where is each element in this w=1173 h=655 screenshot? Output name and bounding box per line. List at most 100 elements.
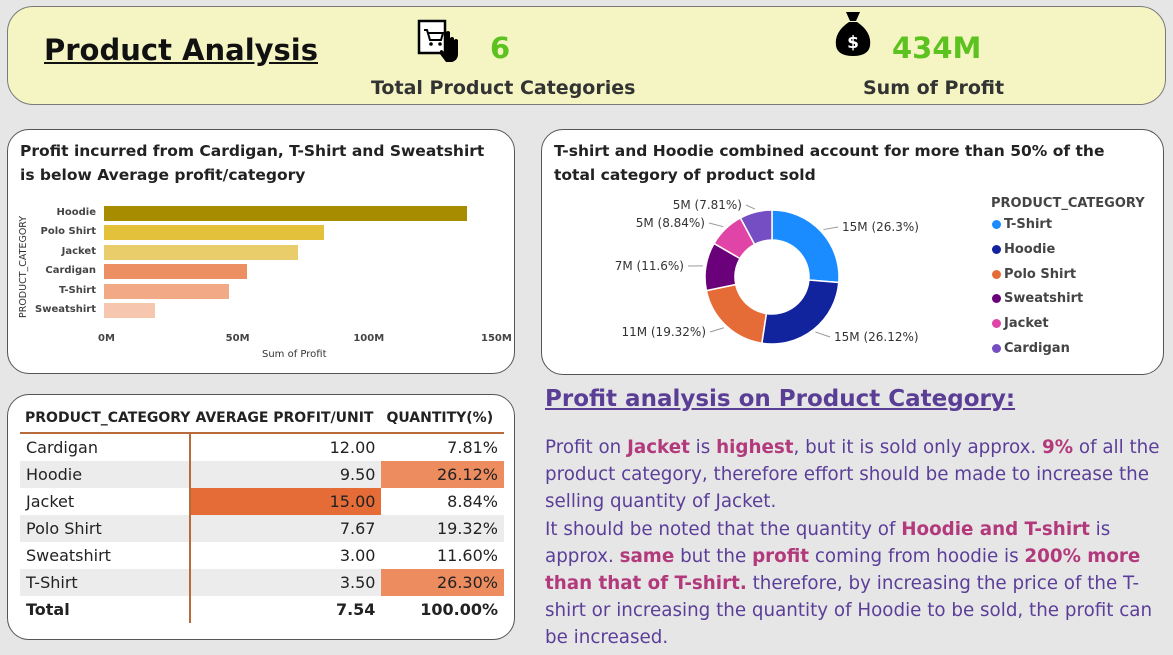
cell-average-profit: 15.00: [189, 488, 382, 515]
cell-total-quantity: 100.00%: [420, 600, 498, 619]
table-row[interactable]: Hoodie 9.50 26.12%: [20, 461, 504, 488]
legend-label: Sweatshirt: [1004, 291, 1084, 307]
legend-item-jacket[interactable]: Jacket: [992, 316, 1049, 331]
analysis-title: Profit analysis on Product Category:: [545, 386, 1016, 412]
body-text: therefore, by increasing the price of th…: [545, 573, 1153, 649]
cell-total-label: Total: [26, 600, 70, 619]
analysis-text: Profit on Jacket is highest, but it is s…: [545, 434, 1160, 652]
donut-data-label: 15M (26.3%): [842, 220, 919, 234]
legend-item-hoodie[interactable]: Hoodie: [992, 242, 1055, 257]
cell-category: Cardigan: [26, 438, 98, 457]
donut-data-label: 5M (8.84%): [636, 216, 705, 230]
profit-table: PRODUCT_CATEGORY AVERAGE PROFIT/UNIT QUA…: [20, 404, 504, 623]
cell-quantity: 26.12%: [381, 461, 504, 488]
donut-leader-line: [745, 204, 756, 210]
donut-slice-polo-shirt[interactable]: [705, 283, 768, 345]
legend-label: T-Shirt: [1004, 217, 1053, 232]
body-text: coming from hoodie is: [809, 545, 1025, 567]
legend-label: Cardigan: [1004, 341, 1070, 356]
highlighted-text: Jacket: [627, 437, 690, 458]
legend-dot-icon: [992, 244, 1001, 254]
donut-data-label: 11M (19.32%): [621, 325, 706, 339]
bar-category-label: Cardigan: [45, 265, 96, 277]
legend-item-cardigan[interactable]: Cardigan: [992, 341, 1070, 356]
highlighted-text: profit: [752, 545, 810, 567]
cell-average-profit: 12.00: [189, 433, 382, 461]
donut-data-label: 7M (11.6%): [615, 259, 684, 273]
donut-leader-line: [709, 327, 724, 333]
highlighted-text: Hoodie and T-shirt: [901, 518, 1090, 540]
donut-slice-hoodie[interactable]: [760, 279, 840, 345]
cell-quantity: 11.60%: [436, 546, 498, 565]
body-text: It should be noted that the quantity of: [545, 518, 902, 540]
page-title: Product Analysis: [44, 33, 318, 67]
table-row[interactable]: T-Shirt 3.50 26.30%: [20, 569, 504, 596]
table-row[interactable]: Polo Shirt 7.67 19.32%: [20, 515, 504, 542]
legend-item-sweatshirt[interactable]: Sweatshirt: [992, 291, 1083, 306]
money-bag-icon: $: [832, 8, 874, 60]
bar-category-label: Polo Shirt: [40, 226, 96, 238]
legend-item-polo-shirt[interactable]: Polo Shirt: [992, 267, 1076, 282]
svg-text:$: $: [847, 33, 859, 53]
bar-cardigan[interactable]: [104, 264, 247, 280]
body-text: , but it is sold only approx.: [793, 437, 1043, 458]
bar-chart-title: Profit incurred from Cardigan, T-Shirt a…: [20, 142, 485, 184]
table-row[interactable]: Sweatshirt 3.00 11.60%: [20, 542, 504, 569]
analysis-paragraph-2: It should be noted that the quantity of …: [545, 516, 1160, 652]
cell-average-profit: 9.50: [189, 461, 382, 488]
legend-label: Hoodie: [1004, 241, 1056, 257]
header-banner: [7, 6, 1166, 105]
donut-leader-line: [708, 222, 724, 228]
sum-profit-value: 434M: [892, 31, 982, 65]
bar-sweatshirt[interactable]: [104, 303, 156, 318]
sum-profit-label: Sum of Profit: [863, 77, 1005, 99]
body-text: but the: [674, 545, 753, 567]
bar-x-tick: 150M: [481, 333, 512, 344]
legend-dot-icon: [992, 319, 1001, 329]
cell-category: T-Shirt: [20, 569, 191, 596]
legend-dot-icon: [992, 294, 1001, 304]
body-text: of all the product category, therefore e…: [545, 437, 1160, 513]
bar-category-label: Jacket: [61, 245, 96, 257]
table-row[interactable]: Cardigan 12.00 7.81%: [20, 433, 504, 461]
cell-quantity: 7.81%: [447, 438, 498, 457]
cell-category: Jacket: [26, 492, 75, 511]
cell-average-profit: 3.00: [189, 542, 382, 569]
legend-title: PRODUCT_CATEGORY: [991, 196, 1145, 211]
cell-total-average: 7.54: [189, 596, 382, 623]
donut-slice-cardigan[interactable]: [739, 209, 773, 246]
table-row[interactable]: Jacket 15.00 8.84%: [20, 488, 504, 515]
cell-average-profit: 7.67: [189, 515, 382, 542]
donut-slice-t-shirt[interactable]: [771, 209, 840, 284]
column-header[interactable]: QUANTITY(%): [381, 404, 504, 434]
bar-t-shirt[interactable]: [104, 283, 230, 299]
cell-quantity: 8.84%: [447, 492, 498, 511]
bar-polo-shirt[interactable]: [104, 225, 324, 241]
total-categories-label: Total Product Categories: [371, 77, 636, 99]
legend-item-t-shirt[interactable]: T-Shirt: [992, 217, 1052, 232]
highlighted-text: 200% more than that of T-shirt.: [545, 545, 1141, 595]
cell-average-profit: 3.50: [189, 569, 382, 596]
bar-x-tick: 0M: [98, 333, 115, 344]
legend-label: Jacket: [1004, 316, 1049, 332]
shopping-cart-hand-icon: [416, 18, 462, 66]
bar-x-tick: 50M: [225, 333, 250, 344]
bar-hoodie[interactable]: [104, 206, 467, 221]
legend-dot-icon: [992, 344, 1001, 353]
column-header[interactable]: PRODUCT_CATEGORY: [20, 404, 191, 434]
bar-category-label: T-Shirt: [59, 284, 96, 296]
total-categories-value: 6: [490, 31, 511, 65]
highlighted-text: 9%: [1042, 437, 1074, 458]
legend-label: Polo Shirt: [1004, 266, 1077, 282]
donut-data-label: 5M (7.81%): [673, 198, 742, 212]
donut-chart-title: T-shirt and Hoodie combined account for …: [554, 142, 1105, 184]
cell-category: Hoodie: [20, 461, 191, 488]
cell-quantity: 26.30%: [381, 569, 504, 596]
bar-jacket[interactable]: [104, 244, 299, 260]
donut-data-label: 15M (26.12%): [834, 330, 919, 344]
bar-category-label: Sweatshirt: [35, 304, 96, 315]
donut-leader-line: [823, 226, 839, 231]
column-header[interactable]: AVERAGE PROFIT/UNIT: [190, 404, 382, 434]
donut-chart-card: [541, 129, 1164, 375]
body-text: is approx.: [545, 518, 1111, 567]
